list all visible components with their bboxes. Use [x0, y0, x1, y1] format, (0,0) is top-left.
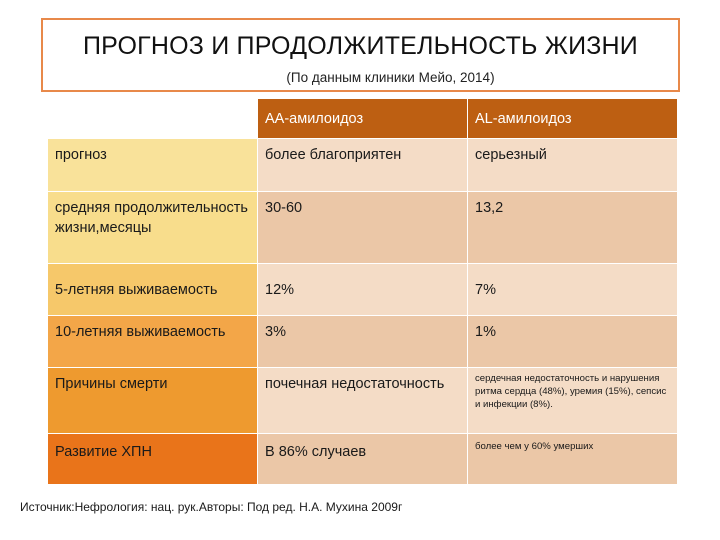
- al-value: серьезный: [468, 139, 678, 192]
- al-value: 7%: [468, 264, 678, 316]
- row-label: средняя продолжительность жизни,месяцы: [48, 192, 258, 264]
- header-aa-cell: АА-амилоидоз: [258, 99, 468, 139]
- table-row: 10-летняя выживаемость 3% 1%: [48, 316, 678, 368]
- header-al-cell: AL-амилоидоз: [468, 99, 678, 139]
- table-row: 5-летняя выживаемость 12% 7%: [48, 264, 678, 316]
- al-value: 1%: [468, 316, 678, 368]
- al-value: более чем у 60% умерших: [468, 434, 678, 485]
- row-label: прогноз: [48, 139, 258, 192]
- al-value: 13,2: [468, 192, 678, 264]
- comparison-table: АА-амилоидоз AL-амилоидоз прогноз более …: [48, 99, 678, 485]
- table-header-row: АА-амилоидоз AL-амилоидоз: [48, 99, 678, 139]
- row-label: 10-летняя выживаемость: [48, 316, 258, 368]
- table-row: прогноз более благоприятен серьезный: [48, 139, 678, 192]
- table-row: Причины смерти почечная недостаточность …: [48, 368, 678, 434]
- aa-value: В 86% случаев: [258, 434, 468, 485]
- aa-value: 30-60: [258, 192, 468, 264]
- al-value: сердечная недостаточность и нарушения ри…: [468, 368, 678, 434]
- table-row: Развитие ХПН В 86% случаев более чем у 6…: [48, 434, 678, 485]
- source-note: Источник:Нефрология: нац. рук.Авторы: По…: [20, 500, 403, 514]
- table-row: средняя продолжительность жизни,месяцы 3…: [48, 192, 678, 264]
- aa-value: 12%: [258, 264, 468, 316]
- aa-value: более благоприятен: [258, 139, 468, 192]
- aa-value: 3%: [258, 316, 468, 368]
- aa-value: почечная недостаточность: [258, 368, 468, 434]
- row-label: Причины смерти: [48, 368, 258, 434]
- row-label: 5-летняя выживаемость: [48, 264, 258, 316]
- row-label: Развитие ХПН: [48, 434, 258, 485]
- page-subtitle: (По данным клиники Мейо, 2014): [286, 70, 495, 85]
- title-box: ПРОГНОЗ И ПРОДОЛЖИТЕЛЬНОСТЬ ЖИЗНИ (По да…: [41, 18, 680, 92]
- header-empty-cell: [48, 99, 258, 139]
- page-title: ПРОГНОЗ И ПРОДОЛЖИТЕЛЬНОСТЬ ЖИЗНИ: [83, 32, 638, 60]
